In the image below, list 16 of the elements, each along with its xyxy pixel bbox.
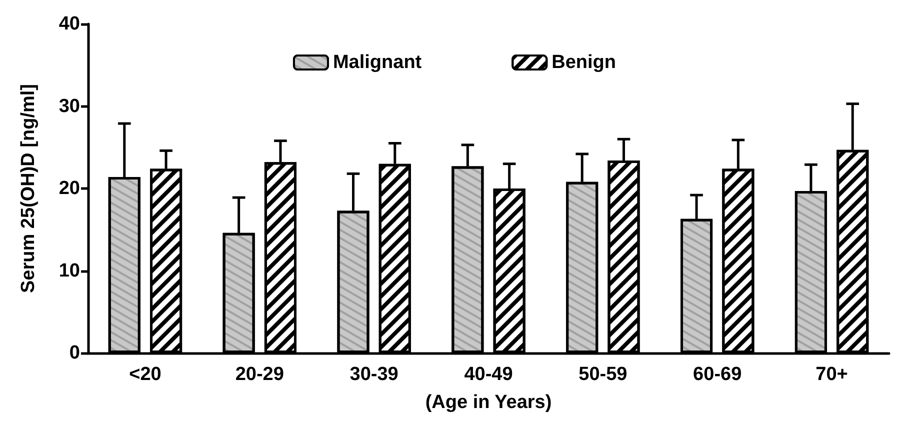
legend-label: Malignant (332, 52, 422, 73)
x-axis-title: (Age in Years) (425, 392, 552, 413)
legend-label: Benign (552, 52, 616, 73)
y-tick-label: 10 (58, 260, 80, 282)
x-tick-label: 30-39 (350, 364, 398, 385)
x-tick-label: 20-29 (235, 364, 284, 385)
y-tick-label: 0 (69, 342, 80, 364)
x-tick-label: 50-59 (578, 364, 628, 385)
x-tick-label: 70+ (816, 364, 848, 385)
y-tick-label: 20 (58, 178, 80, 199)
x-tick-label: 40-49 (464, 364, 513, 385)
y-axis-title: Serum 25(OH)D [ng/ml] (18, 84, 39, 294)
x-tick-label: 60-69 (693, 364, 742, 385)
y-tick-label: 30 (58, 96, 80, 117)
y-tick-label: 40 (58, 14, 80, 34)
x-tick-label: <20 (129, 364, 162, 385)
